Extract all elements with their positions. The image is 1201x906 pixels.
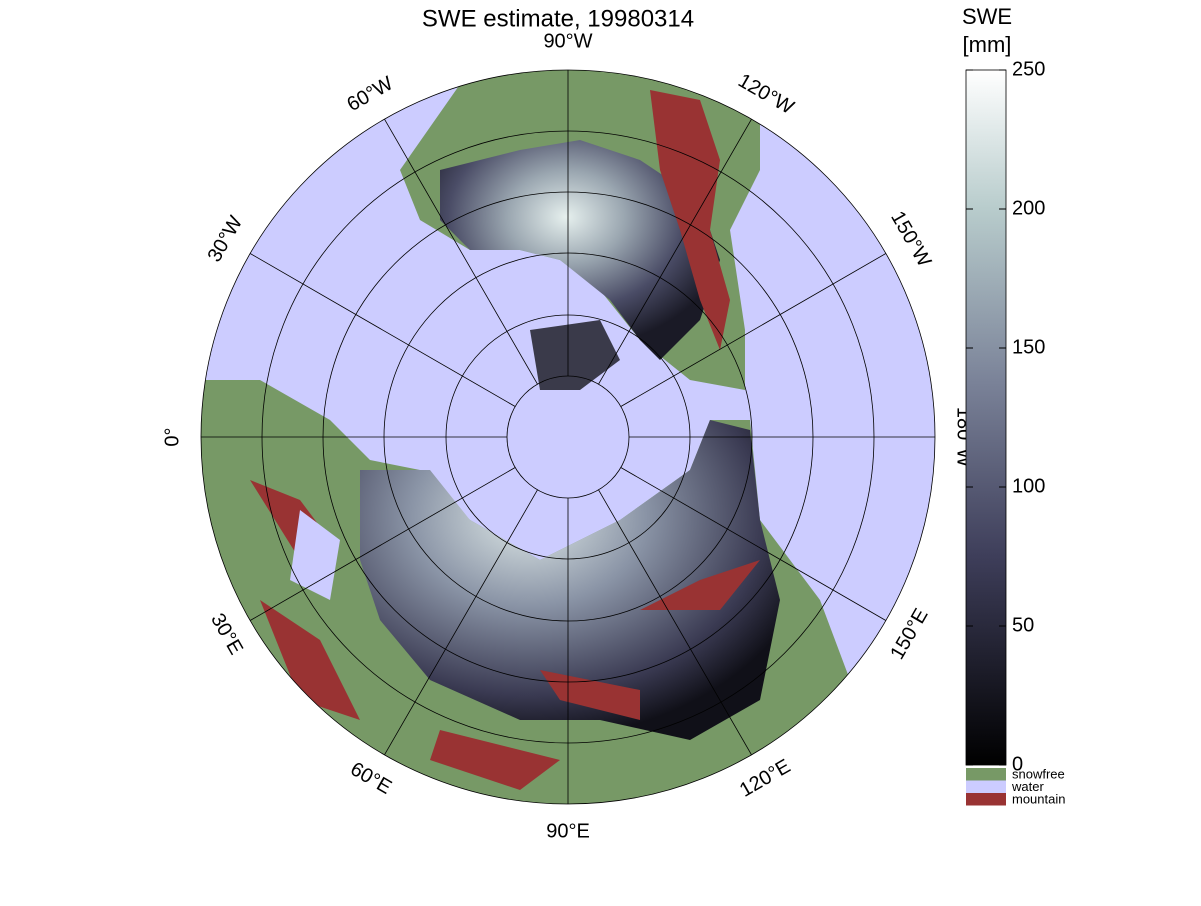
meridian (249, 253, 516, 407)
meridian-label: 150°W (886, 208, 935, 271)
colorbar-tick-label: 100 (1012, 475, 1045, 497)
colorbar-tick-label: 150 (1012, 336, 1045, 358)
meridian-label: 60°E (346, 758, 395, 799)
colorbar-tick-label: 50 (1012, 614, 1034, 636)
legend-label: mountain (1012, 791, 1065, 806)
colorbar-label: [mm] (963, 32, 1012, 57)
meridian-label: 120°W (734, 70, 797, 119)
meridian-label: 60°W (343, 72, 397, 116)
meridian-label: 0° (161, 427, 183, 446)
legend-swatch (966, 793, 1006, 806)
meridian (384, 118, 538, 385)
meridian-label: 90°E (546, 820, 590, 842)
map-border (200, 69, 936, 805)
meridian-label: 150°E (886, 605, 932, 663)
meridian (620, 253, 887, 407)
meridian-label: 30°E (206, 610, 247, 659)
legend-label: snowfree (1012, 766, 1065, 781)
legend-swatch (966, 768, 1006, 781)
meridian (598, 489, 752, 756)
meridian (598, 118, 752, 385)
colorbar (965, 69, 1007, 766)
meridian (384, 489, 538, 756)
colorbar-tick-label: 200 (1012, 197, 1045, 219)
map-disk (201, 70, 935, 804)
legend-swatch (966, 780, 1006, 793)
meridian (620, 467, 887, 621)
meridian-label: 120°E (736, 755, 794, 801)
colorbar-label: SWE (962, 4, 1012, 29)
title: SWE estimate, 19980314 (422, 5, 694, 32)
meridian-label: 90°W (543, 30, 592, 52)
legend-label: water (1011, 779, 1044, 794)
meridian-label: 30°W (203, 212, 247, 266)
colorbar-tick-label: 250 (1012, 58, 1045, 80)
meridian (249, 467, 516, 621)
colorbar-tick-label: 0 (1012, 753, 1023, 775)
